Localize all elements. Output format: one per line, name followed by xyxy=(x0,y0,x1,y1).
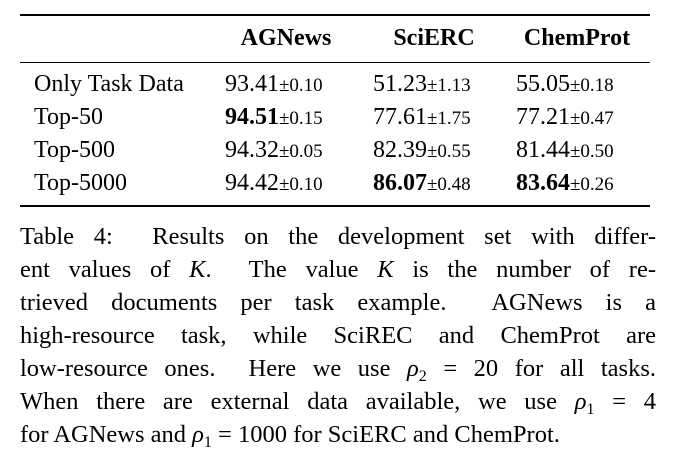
mean-value: 51.23 xyxy=(373,71,427,97)
std-value: ±0.05 xyxy=(279,141,323,162)
row-label: Top-5000 xyxy=(34,170,127,196)
caption-text: ent values of xyxy=(20,256,190,283)
std-value: ±0.18 xyxy=(570,75,614,96)
bottom-rule xyxy=(20,205,650,207)
caption-text: When there are external data available, … xyxy=(20,388,575,415)
table-cell: 86.07±0.48 xyxy=(373,168,471,200)
table-cell: 94.42±0.10 xyxy=(225,168,323,200)
math-subscript: 2 xyxy=(418,368,427,385)
caption-line: Table 4: Results on the development set … xyxy=(20,220,656,253)
table-cell: 94.32±0.05 xyxy=(225,135,323,167)
caption-line: trieved documents per task example. AGNe… xyxy=(20,286,656,319)
math-symbol: ρ1 xyxy=(574,388,595,418)
std-value: ±0.10 xyxy=(279,174,323,195)
std-value: ±0.55 xyxy=(427,141,471,162)
math-symbol: K xyxy=(189,256,206,283)
caption-line: low-resource ones. Here we use ρ2 = 20 f… xyxy=(20,352,656,385)
mean-value: 86.07 xyxy=(373,170,427,196)
std-value: ±1.13 xyxy=(427,75,471,96)
table-cell: 83.64±0.26 xyxy=(516,168,614,200)
caption-line: for AGNews and ρ1 = 1000 for SciERC and … xyxy=(20,418,656,451)
table-cell: 77.21±0.47 xyxy=(516,102,614,134)
caption-text: = 20 for all tasks. xyxy=(426,355,656,382)
table-cell: 81.44±0.50 xyxy=(516,135,614,167)
mean-value: 82.39 xyxy=(373,137,427,163)
std-value: ±1.75 xyxy=(427,108,471,129)
mean-value: 55.05 xyxy=(516,71,570,97)
table-cell: 77.61±1.75 xyxy=(373,102,471,134)
row-label: Top-500 xyxy=(34,137,115,163)
table-cell: 94.51±0.15 xyxy=(225,102,323,134)
caption-line: ent values of K. The value K is the numb… xyxy=(20,253,656,286)
column-header: SciERC xyxy=(393,25,475,51)
std-value: ±0.48 xyxy=(427,174,471,195)
row-label: Only Task Data xyxy=(34,71,184,97)
row-label: Top-50 xyxy=(34,104,103,130)
caption-line: high-resource task, while SciREC and Che… xyxy=(20,319,656,352)
std-value: ±0.26 xyxy=(570,174,614,195)
math-symbol: K xyxy=(377,256,394,283)
math-symbol: ρ2 xyxy=(407,355,427,385)
caption-text: Table 4: Results on the development set … xyxy=(20,223,656,250)
mean-value: 93.41 xyxy=(225,71,279,97)
caption-text: for AGNews and xyxy=(20,421,193,448)
mean-value: 94.51 xyxy=(225,104,279,130)
caption-text: is the number of re- xyxy=(393,256,657,283)
table-cell: 93.41±0.10 xyxy=(225,69,323,101)
std-value: ±0.47 xyxy=(570,108,614,129)
column-header: ChemProt xyxy=(523,25,631,51)
caption-text: high-resource task, while SciREC and Che… xyxy=(20,322,656,349)
table-cell: 55.05±0.18 xyxy=(516,69,614,101)
mean-value: 94.42 xyxy=(225,170,279,196)
caption-line: When there are external data available, … xyxy=(20,385,656,418)
math-subscript: 1 xyxy=(203,434,212,451)
math-subscript: 1 xyxy=(586,401,595,418)
mean-value: 94.32 xyxy=(225,137,279,163)
mean-value: 83.64 xyxy=(516,170,570,196)
caption-text: = 1000 for SciERC and ChemProt. xyxy=(211,421,560,448)
caption-text: = 4 xyxy=(594,388,656,415)
mean-value: 81.44 xyxy=(516,137,570,163)
std-value: ±0.10 xyxy=(279,75,323,96)
mean-value: 77.61 xyxy=(373,104,427,130)
caption-text: . The value xyxy=(205,256,378,283)
caption-text: low-resource ones. Here we use xyxy=(20,355,408,382)
caption-text: trieved documents per task example. AGNe… xyxy=(20,289,656,316)
table-cell: 82.39±0.55 xyxy=(373,135,471,167)
mean-value: 77.21 xyxy=(516,104,570,130)
std-value: ±0.15 xyxy=(279,108,323,129)
column-header: AGNews xyxy=(240,25,332,51)
std-value: ±0.50 xyxy=(570,141,614,162)
top-rule xyxy=(20,14,650,16)
math-symbol: ρ1 xyxy=(192,421,212,451)
table-cell: 51.23±1.13 xyxy=(373,69,471,101)
mid-rule xyxy=(20,62,650,63)
